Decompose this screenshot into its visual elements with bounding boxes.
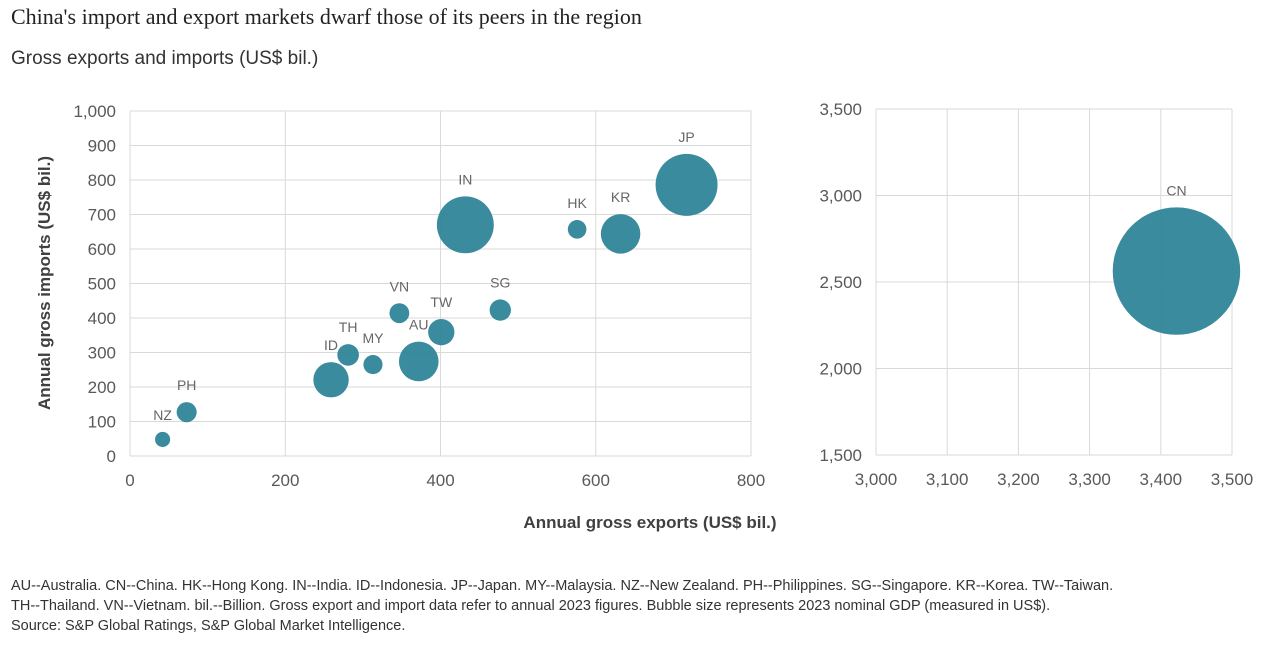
right-y-tick-label: 2,500	[819, 273, 862, 292]
bubble-id	[313, 362, 349, 398]
footnote-details: TH--Thailand. VN--Vietnam. bil.--Billion…	[11, 598, 1051, 614]
bubble-label-cn: CN	[1166, 182, 1186, 198]
left-x-tick-label: 0	[125, 471, 134, 490]
right-bubble-chart: 1,500 2,000 2,500 3,000 3,500 3,000 3,100 3,200…	[819, 100, 1253, 489]
left-x-tick-label: 200	[271, 471, 299, 490]
left-y-tick-label: 1,000	[73, 102, 116, 121]
bubble-th	[337, 344, 359, 366]
y-axis-title: Annual gross imports (US$ bil.)	[35, 156, 54, 410]
right-y-tick-label: 3,000	[819, 187, 862, 206]
x-axis-title: Annual gross exports (US$ bil.)	[523, 513, 776, 532]
footnote-abbreviations: AU--Australia. CN--China. HK--Hong Kong.…	[11, 578, 1114, 594]
bubble-label-id: ID	[324, 337, 338, 353]
bubble-charts: 0 100 200 300 400 500 600 700 800 900 1,000 0 200 400…	[35, 100, 1253, 532]
bubble-label-au: AU	[409, 317, 428, 333]
left-y-tick-label: 800	[88, 171, 116, 190]
bubble-tw	[428, 318, 455, 346]
left-y-tick-label: 700	[88, 206, 116, 225]
left-x-tick-label: 600	[582, 471, 610, 490]
right-x-tick-label: 3,100	[926, 470, 969, 489]
right-y-tick-label: 1,500	[819, 446, 862, 465]
left-y-tick-label: 200	[88, 378, 116, 397]
bubble-label-tw: TW	[430, 294, 453, 310]
bubble-cn	[1112, 207, 1241, 335]
right-y-tick-label: 3,500	[819, 100, 862, 119]
right-x-tick-label: 3,200	[997, 470, 1040, 489]
left-bubble-chart: 0 100 200 300 400 500 600 700 800 900 1,000 0 200 400…	[73, 102, 765, 490]
left-y-tick-label: 900	[88, 137, 116, 156]
left-y-tick-label: 600	[88, 240, 116, 259]
bubble-nz	[155, 431, 171, 447]
bubble-label-kr: KR	[611, 189, 630, 205]
right-x-tick-label: 3,000	[855, 470, 898, 489]
right-x-tick-label: 3,500	[1211, 470, 1254, 489]
bubble-hk	[567, 220, 587, 239]
bubble-label-jp: JP	[678, 129, 694, 145]
bubble-my	[363, 355, 383, 375]
bubble-label-ph: PH	[177, 377, 196, 393]
left-y-tick-label: 0	[107, 447, 116, 466]
chart-title: China's import and export markets dwarf …	[11, 4, 642, 29]
bubble-label-vn: VN	[390, 278, 409, 294]
bubble-label-hk: HK	[567, 195, 587, 211]
bubble-label-sg: SG	[490, 274, 510, 290]
left-y-tick-label: 400	[88, 309, 116, 328]
bubble-kr	[600, 214, 641, 254]
right-y-tick-label: 2,000	[819, 360, 862, 379]
bubble-au	[398, 341, 439, 382]
bubble-in	[436, 196, 494, 254]
bubble-jp	[655, 153, 718, 216]
left-y-tick-label: 100	[88, 413, 116, 432]
left-x-tick-label: 800	[737, 471, 765, 490]
bubble-sg	[489, 299, 511, 321]
left-y-tick-label: 500	[88, 275, 116, 294]
right-x-tick-label: 3,300	[1068, 470, 1111, 489]
footnotes: AU--Australia. CN--China. HK--Hong Kong.…	[11, 576, 1273, 636]
left-y-tick-label: 300	[88, 344, 116, 363]
bubble-ph	[176, 402, 197, 423]
bubble-label-my: MY	[362, 330, 384, 346]
bubble-label-nz: NZ	[153, 407, 172, 423]
source-note: Source: S&P Global Ratings, S&P Global M…	[11, 618, 406, 634]
bubble-vn	[389, 303, 410, 324]
bubble-label-th: TH	[339, 319, 358, 335]
bubble-label-in: IN	[458, 171, 472, 187]
right-x-tick-label: 3,400	[1140, 470, 1183, 489]
left-x-tick-label: 400	[426, 471, 454, 490]
chart-subtitle: Gross exports and imports (US$ bil.)	[11, 48, 319, 69]
